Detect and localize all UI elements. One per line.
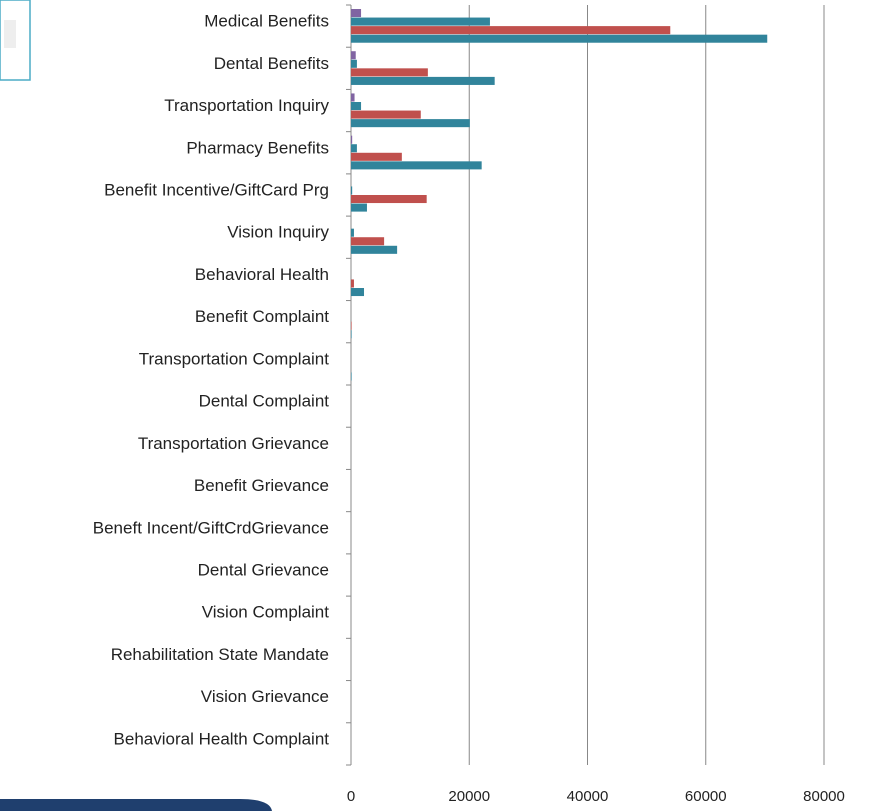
y-tick-label: Dental Grievance <box>198 560 329 579</box>
y-tick-label: Benefit Grievance <box>194 476 329 495</box>
bar <box>351 68 428 77</box>
y-tick-label: Behavioral Health <box>195 265 329 284</box>
bar <box>351 152 402 161</box>
panel-fragment-inner <box>4 20 16 48</box>
y-tick-label: Benefit Complaint <box>195 307 329 326</box>
bar <box>351 119 470 128</box>
bar <box>351 51 356 60</box>
bar <box>351 321 352 330</box>
bar <box>351 279 354 288</box>
bar <box>351 237 385 246</box>
y-tick-label: Pharmacy Benefits <box>186 138 329 157</box>
bar <box>351 17 490 26</box>
bar <box>351 144 357 153</box>
y-tick-label: Medical Benefits <box>204 12 329 31</box>
x-tick-label: 40000 <box>567 788 609 805</box>
bar <box>351 26 671 35</box>
bar <box>351 372 352 381</box>
bar <box>351 76 495 85</box>
y-tick-label: Vision Inquiry <box>227 223 329 242</box>
bottom-panel <box>0 799 272 811</box>
bar <box>351 330 352 339</box>
y-tick-label: Transportation Grievance <box>138 434 329 453</box>
bar <box>351 288 365 297</box>
y-tick-label: Vision Complaint <box>202 603 330 622</box>
bar <box>351 34 768 43</box>
bar <box>351 195 427 204</box>
x-tick-label: 60000 <box>685 788 727 805</box>
x-tick-label: 20000 <box>448 788 490 805</box>
y-tick-label: Behavioral Health Complaint <box>114 729 330 748</box>
y-tick-label: Beneft Incent/GiftCrdGrievance <box>93 518 329 537</box>
y-tick-label: Dental Benefits <box>214 54 329 73</box>
bar <box>351 110 421 119</box>
bar <box>351 186 353 195</box>
bar <box>351 102 362 111</box>
y-tick-label: Transportation Complaint <box>139 349 330 368</box>
y-tick-label: Transportation Inquiry <box>164 96 329 115</box>
bar <box>351 203 367 212</box>
bar <box>351 135 353 144</box>
y-tick-label: Dental Complaint <box>199 392 330 411</box>
bar <box>351 59 357 68</box>
bar <box>351 161 482 170</box>
bar <box>351 245 398 254</box>
x-tick-label: 0 <box>347 788 355 805</box>
bar <box>351 9 362 18</box>
x-tick-label: 80000 <box>803 788 845 805</box>
y-tick-label: Rehabilitation State Mandate <box>111 645 329 664</box>
y-tick-label: Benefit Incentive/GiftCard Prg <box>104 180 329 199</box>
y-tick-label: Vision Grievance <box>201 687 329 706</box>
bar <box>351 228 354 237</box>
bar <box>351 93 355 102</box>
